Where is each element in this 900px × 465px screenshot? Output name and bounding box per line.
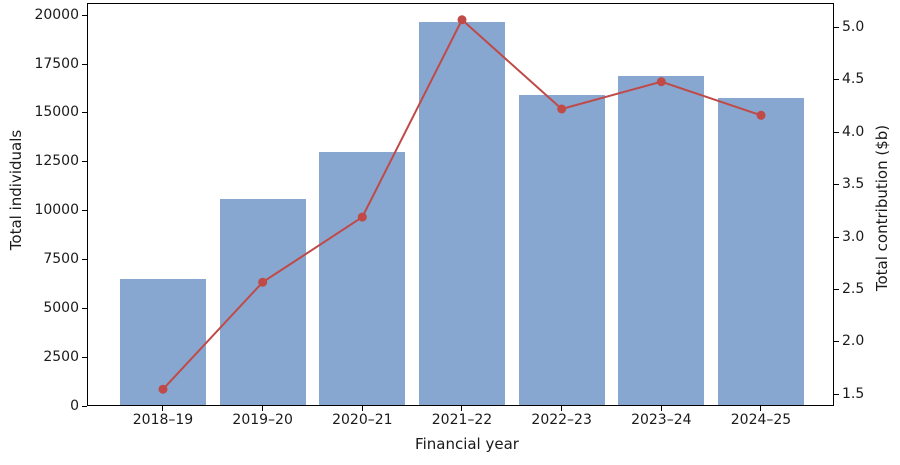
y-tick-label-right: 5.0 — [842, 18, 865, 35]
y-tick-label-left: 5000 — [43, 299, 79, 316]
x-tick-mark — [760, 406, 762, 411]
bar-2021–22 — [418, 22, 505, 405]
x-tick-label: 2019–20 — [232, 412, 293, 428]
x-tick-mark — [361, 406, 363, 411]
y-tick-mark-left — [82, 258, 87, 260]
y-tick-label-right: 2.0 — [842, 333, 865, 350]
y-tick-mark-left — [82, 63, 87, 65]
y-tick-label-right: 1.5 — [842, 385, 865, 402]
y-tick-label-left: 17500 — [34, 55, 79, 72]
y-tick-label-left: 15000 — [34, 104, 79, 121]
x-tick-mark — [461, 406, 463, 411]
y-axis-label-left: Total individuals — [7, 129, 25, 251]
y-tick-label-right: 4.5 — [842, 71, 865, 88]
bar-2024–25 — [717, 98, 804, 405]
y-tick-mark-left — [82, 161, 87, 163]
x-tick-mark — [162, 406, 164, 411]
x-tick-mark — [561, 406, 563, 411]
y-tick-mark-left — [82, 112, 87, 114]
y-tick-label-left: 0 — [70, 397, 79, 414]
y-axis-label-right: Total contribution ($b) — [873, 124, 891, 292]
y-tick-mark-left — [82, 356, 87, 358]
y-tick-mark-right — [834, 26, 839, 28]
bar-2023–24 — [618, 75, 705, 405]
y-tick-label-left: 10000 — [34, 202, 79, 219]
bar-2022–23 — [518, 95, 605, 405]
y-tick-mark-right — [834, 341, 839, 343]
y-tick-label-left: 12500 — [34, 153, 79, 170]
y-tick-mark-left — [82, 210, 87, 212]
y-tick-mark-right — [834, 236, 839, 238]
x-axis-label: Financial year — [415, 435, 519, 453]
y-tick-label-right: 4.0 — [842, 123, 865, 140]
x-tick-label: 2022–23 — [531, 412, 592, 428]
y-tick-label-right: 3.0 — [842, 228, 865, 245]
y-tick-mark-left — [82, 307, 87, 309]
y-tick-mark-left — [82, 14, 87, 16]
bar-2018–19 — [119, 279, 206, 405]
y-tick-mark-right — [834, 289, 839, 290]
y-tick-label-left: 7500 — [43, 250, 79, 267]
x-tick-label: 2021–22 — [431, 412, 493, 428]
y-tick-mark-left — [82, 405, 87, 407]
bar-2020–21 — [319, 152, 406, 405]
x-tick-mark — [660, 406, 662, 411]
y-tick-mark-right — [834, 393, 839, 395]
x-tick-label: 2020–21 — [332, 412, 393, 428]
y-tick-mark-right — [834, 184, 839, 186]
x-tick-label: 2018–19 — [132, 412, 194, 428]
bar-2019–20 — [219, 198, 306, 405]
y-tick-label-right: 2.5 — [842, 281, 865, 297]
x-tick-mark — [262, 406, 264, 411]
y-tick-label-right: 3.5 — [842, 176, 865, 193]
y-tick-mark-right — [834, 79, 839, 81]
x-tick-label: 2023–24 — [631, 412, 692, 428]
x-tick-label: 2024–25 — [730, 412, 792, 428]
y-tick-label-left: 2500 — [43, 348, 79, 365]
y-tick-label-left: 20000 — [34, 6, 79, 23]
y-tick-mark-right — [834, 131, 839, 133]
